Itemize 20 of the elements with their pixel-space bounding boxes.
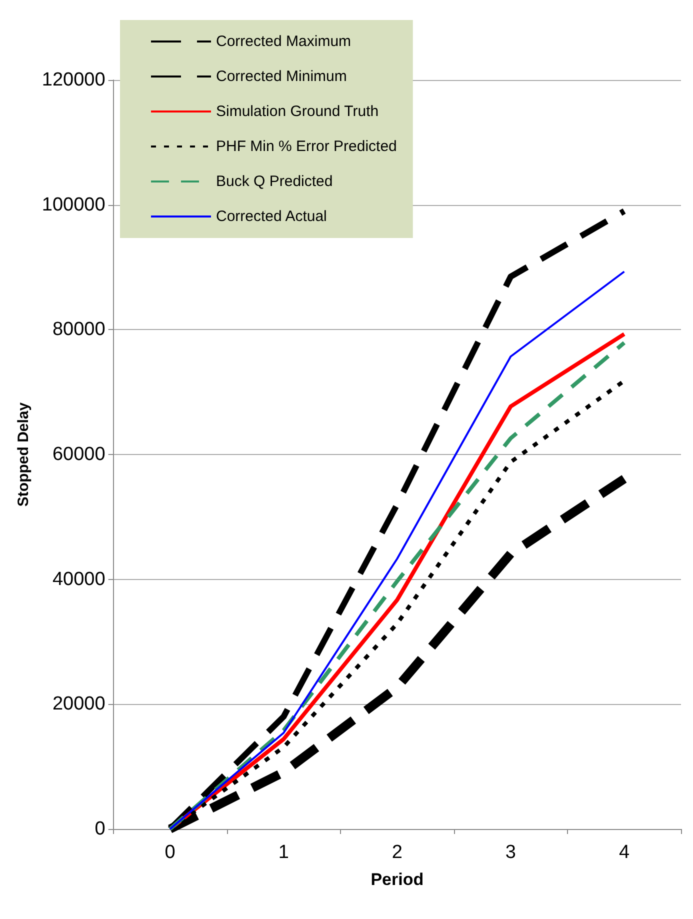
legend-label: Buck Q Predicted bbox=[216, 173, 333, 190]
x-tick-label: 4 bbox=[618, 842, 630, 863]
y-tick-label: 40000 bbox=[52, 568, 106, 590]
x-axis-title: Period bbox=[370, 870, 424, 889]
y-tick-label: 20000 bbox=[52, 694, 106, 715]
x-tick-label: 2 bbox=[392, 842, 402, 863]
y-tick-label: 80000 bbox=[52, 319, 106, 340]
legend-label: Corrected Minimum bbox=[216, 68, 347, 85]
y-tick-label: 0 bbox=[94, 818, 106, 840]
y-tick-label: 120000 bbox=[42, 70, 106, 90]
x-tick-label: 0 bbox=[164, 842, 176, 863]
y-tick-label: 100000 bbox=[42, 194, 106, 216]
legend-label: Corrected Maximum bbox=[216, 33, 352, 50]
y-axis-title: Stopped Delay bbox=[15, 402, 32, 507]
x-tick-label: 1 bbox=[278, 842, 289, 863]
legend-label: Corrected Actual bbox=[216, 208, 327, 225]
x-tick-label: 3 bbox=[505, 842, 516, 863]
legend-label: PHF Min % Error Predicted bbox=[216, 138, 397, 155]
legend-label: Simulation Ground Truth bbox=[216, 103, 379, 120]
y-tick-label: 60000 bbox=[52, 444, 106, 465]
